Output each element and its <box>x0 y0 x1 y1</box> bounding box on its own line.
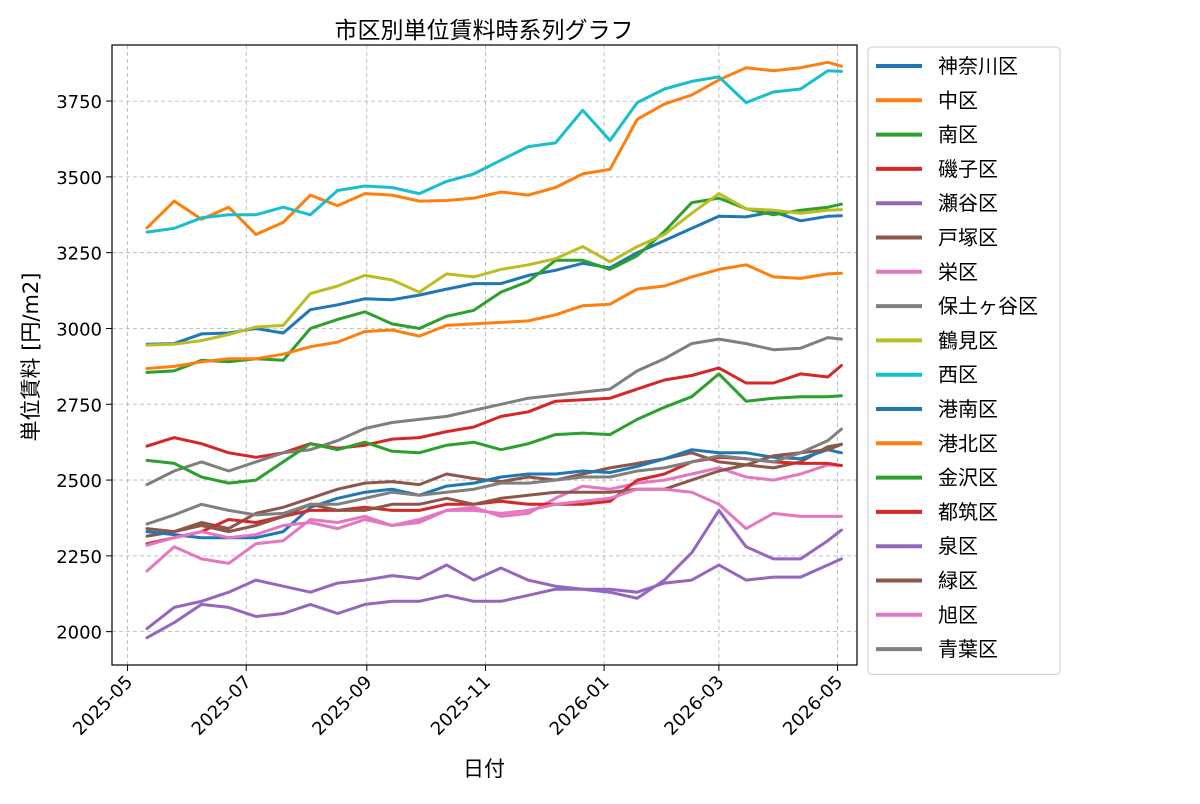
x-tick-label: 2025-09 <box>308 672 376 740</box>
x-tick-label: 2025-07 <box>188 672 256 740</box>
y-axis-label: 単位賃料 [円/m2] <box>19 273 43 442</box>
y-tick-label: 3500 <box>56 168 102 189</box>
legend-label: 保土ヶ谷区 <box>938 294 1038 318</box>
series-line <box>145 60 843 236</box>
series-line <box>145 69 843 234</box>
x-tick-label: 2025-05 <box>69 672 137 740</box>
y-tick-label: 3750 <box>56 92 102 113</box>
x-tick-label: 2026-03 <box>660 672 728 740</box>
series-line <box>145 463 843 573</box>
legend-label: 緑区 <box>938 569 978 593</box>
plot-area-frame <box>111 44 858 666</box>
y-tick-label: 2250 <box>56 547 102 568</box>
series-line <box>145 263 843 370</box>
legend-label: 磯子区 <box>938 157 998 181</box>
series-line <box>145 210 843 346</box>
legend-label: 神奈川区 <box>938 54 1018 78</box>
series-line <box>145 508 843 631</box>
legend-label: 栄区 <box>938 260 978 284</box>
legend-label: 中区 <box>938 88 978 112</box>
x-axis-label: 日付 <box>463 757 505 781</box>
x-tick-label: 2026-01 <box>546 672 614 740</box>
y-tick-label: 3250 <box>56 244 102 265</box>
legend-label: 都筑区 <box>938 500 998 524</box>
legend-label: 港南区 <box>938 397 998 421</box>
y-tick-label: 2000 <box>56 623 102 644</box>
legend-label: 港北区 <box>938 431 998 455</box>
series-line <box>145 336 843 487</box>
x-tick-label: 2026-05 <box>779 672 847 740</box>
x-tick-label: 2025-11 <box>427 672 495 740</box>
legend-label: 青葉区 <box>938 637 998 661</box>
series-line <box>145 487 843 547</box>
y-tick-label: 2750 <box>56 395 102 416</box>
legend-label: 泉区 <box>938 534 978 558</box>
legend-label: 鶴見区 <box>938 328 998 352</box>
series-line <box>145 364 843 459</box>
series-line <box>145 192 843 347</box>
grid-lines <box>112 45 857 665</box>
legend-label: 西区 <box>938 363 978 387</box>
series-line <box>145 427 843 526</box>
legend-label: 旭区 <box>938 603 978 627</box>
legend: 神奈川区中区南区磯子区瀬谷区戸塚区栄区保土ヶ谷区鶴見区西区港南区港北区金沢区都筑… <box>867 46 1061 675</box>
legend-label: 南区 <box>938 123 978 147</box>
y-tick-label: 2500 <box>56 471 102 492</box>
series-line <box>145 442 843 534</box>
series-line <box>145 557 843 640</box>
legend-label: 瀬谷区 <box>938 191 998 215</box>
legend-label: 戸塚区 <box>938 226 998 250</box>
series-line <box>145 196 843 374</box>
legend-label: 金沢区 <box>938 466 998 490</box>
y-tick-label: 3000 <box>56 319 102 340</box>
series-line <box>145 448 843 540</box>
series-lines <box>145 60 843 640</box>
series-line <box>145 372 843 485</box>
chart-title: 市区別単位賃料時系列グラフ <box>335 18 634 44</box>
